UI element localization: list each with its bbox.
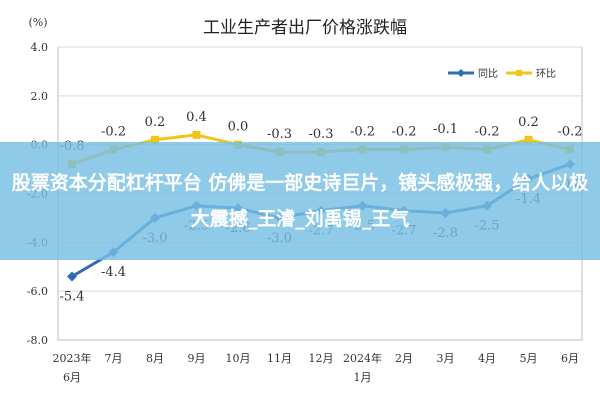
y-axis-unit: (%)	[28, 16, 47, 29]
data-label: -0.2	[350, 125, 375, 140]
y-tick-label: -6.0	[27, 285, 48, 298]
data-label: 0.2	[145, 115, 166, 130]
data-label: 0.4	[186, 110, 207, 125]
x-tick-label: 8月	[146, 352, 164, 365]
x-tick-label: 10月	[226, 352, 251, 365]
data-label: -0.2	[391, 125, 416, 140]
x-tick-label-line: 4月	[478, 352, 496, 365]
y-tick-label: 4.0	[31, 41, 49, 54]
chart-title: 工业生产者出厂价格涨跌幅	[203, 18, 407, 38]
x-tick-label-line: 3月	[437, 352, 455, 365]
x-tick-label-line: 11月	[267, 352, 292, 365]
data-label: 0.0	[228, 120, 249, 135]
x-tick-label: 6月	[561, 352, 579, 365]
legend-marker	[457, 69, 465, 77]
data-label: -0.1	[433, 122, 458, 137]
data-label: -0.2	[474, 125, 499, 140]
x-tick-label: 12月	[309, 352, 334, 365]
x-tick-label: 5月	[520, 352, 538, 365]
x-tick-label-line: 7月	[105, 352, 123, 365]
data-label: -4.4	[101, 265, 126, 280]
legend-label: 同比	[478, 68, 498, 80]
x-tick-label: 3月	[437, 352, 455, 365]
data-point	[192, 130, 201, 139]
x-tick-label-line: 12月	[309, 352, 334, 365]
data-label: -0.3	[308, 127, 333, 142]
legend-marker	[516, 70, 522, 76]
legend: 同比 环比	[448, 68, 556, 80]
data-label: -0.2	[101, 125, 126, 140]
data-point	[151, 135, 159, 144]
overlay-banner: 股票资本分配杠杆平台 仿佛是一部史诗巨片，镜头感极强，给人以极大震撼_王濬_刘禹…	[0, 142, 600, 260]
data-label: -0.2	[557, 125, 582, 140]
x-tick-label-line: 8月	[146, 352, 164, 365]
x-tick-label: 4月	[478, 352, 496, 365]
x-tick-label-line: 2024年	[343, 351, 382, 365]
x-tick-label: 9月	[188, 352, 206, 365]
data-point	[67, 271, 77, 282]
x-tick-label-line: 1月	[354, 371, 372, 384]
x-tick-label: 7月	[105, 352, 123, 365]
x-tick-label-line: 5月	[520, 352, 538, 365]
y-tick-label: 2.0	[31, 90, 49, 103]
x-tick-label: 11月	[267, 352, 292, 365]
x-tick-label: 2月	[395, 352, 413, 365]
x-tick-label: 2023年 6月	[53, 351, 92, 384]
data-label: -5.4	[59, 290, 84, 305]
overlay-text: 股票资本分配杠杆平台 仿佛是一部史诗巨片，镜头感极强，给人以极大震撼_王濬_刘禹…	[11, 172, 589, 230]
x-tick-label-line: 10月	[226, 352, 251, 365]
data-label: 0.2	[518, 115, 539, 130]
x-tick-label-line: 2023年	[53, 351, 92, 365]
y-tick-label: -8.0	[27, 334, 48, 347]
data-point	[524, 135, 533, 144]
legend-label: 环比	[536, 68, 556, 80]
x-tick-label-line: 6月	[63, 371, 81, 384]
x-tick-label-line: 9月	[188, 352, 206, 365]
x-tick-label-line: 6月	[561, 352, 579, 365]
data-label: -0.3	[267, 127, 292, 142]
x-tick-label: 2024年 1月	[343, 351, 382, 384]
x-tick-label-line: 2月	[395, 352, 413, 365]
